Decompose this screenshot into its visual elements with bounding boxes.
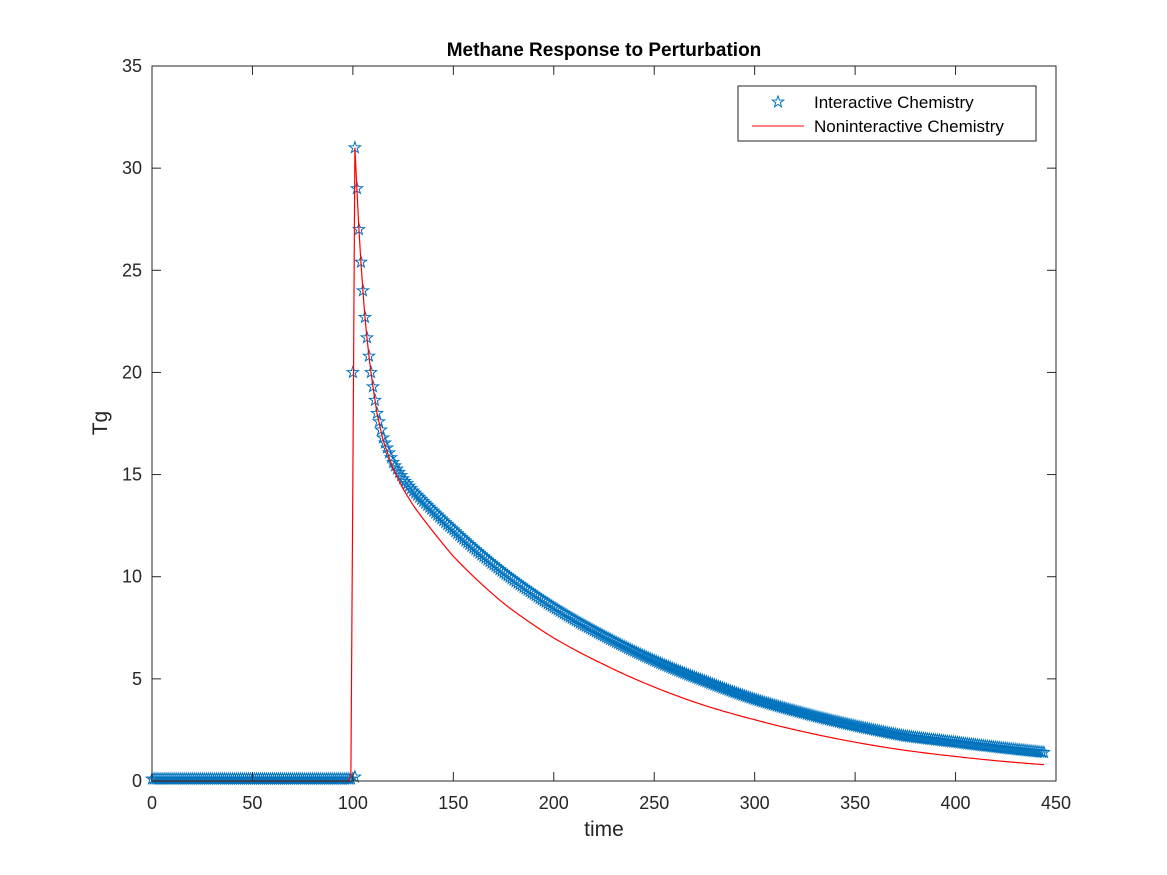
data-point-interactive [763,696,778,711]
data-point-interactive [781,701,796,716]
data-point-interactive [689,670,704,684]
x-tick-label: 100 [338,793,368,813]
data-point-interactive [693,671,708,686]
x-tick-label: 0 [147,793,157,813]
data-point-interactive [725,684,740,698]
x-tick-label: 400 [941,793,971,813]
data-point-interactive [783,702,798,716]
data-point-interactive [771,698,786,713]
series-interactive-chemistry [144,140,1052,786]
data-point-interactive [719,681,734,696]
data-point-interactive [699,674,714,688]
axes-frame [151,65,1057,782]
legend-label-noninteractive: Noninteractive Chemistry [814,117,1004,136]
y-tick-label: 5 [132,669,142,689]
data-point-interactive [737,688,752,702]
data-point-interactive [659,658,674,672]
data-point-interactive [669,662,684,677]
data-point-interactive [715,680,730,695]
x-tick-label: 350 [840,793,870,813]
legend-label-interactive: Interactive Chemistry [814,93,974,112]
data-point-interactive [773,699,788,714]
legend: Interactive Chemistry Noninteractive Che… [737,85,1037,142]
data-point-interactive [753,693,768,708]
data-point-interactive [751,693,766,707]
data-point-interactive [395,471,411,485]
data-point-interactive [391,464,407,479]
data-point-interactive [673,664,688,678]
data-point-interactive [671,663,686,677]
y-tick-label: 35 [122,56,142,76]
data-point-interactive [703,675,718,690]
x-tick-label: 50 [242,793,262,813]
y-tick-label: 0 [132,771,142,791]
axes-background [152,66,1056,781]
data-point-interactive [707,677,722,691]
tick-layer: 0 50 100 150 200 250 300 350 400 450 0 5 10 15 20 25 30 3… [122,56,1071,813]
data-point-interactive [735,687,750,702]
data-point-interactive [739,689,754,703]
y-tick-label: 15 [122,465,142,485]
x-tick-label: 300 [740,793,770,813]
y-tick-label: 20 [122,362,142,382]
data-point-interactive [1036,744,1052,759]
data-point-interactive [397,473,413,488]
data-point-interactive [345,364,361,379]
x-tick-label: 150 [438,793,468,813]
data-point-interactive [697,673,712,687]
data-point-interactive [677,665,692,680]
data-point-interactive [775,700,790,714]
data-point-interactive [695,672,710,687]
data-point-interactive [385,454,401,469]
x-tick-label: 450 [1041,793,1071,813]
y-tick-label: 10 [122,567,142,587]
legend-marker-interactive [770,94,786,109]
x-tick-label: 250 [639,793,669,813]
x-axis-label: time [584,818,624,841]
data-point-interactive [713,679,728,694]
data-point-interactive [683,668,698,682]
data-point-interactive [687,669,702,684]
data-point-interactive [675,664,690,679]
data-point-interactive [759,695,774,710]
data-point-interactive [769,698,784,713]
data-point-interactive [749,692,764,707]
data-point-interactive [723,683,738,698]
data-point-interactive [721,682,736,697]
data-point-interactive [743,690,758,705]
y-tick-label: 30 [122,158,142,178]
data-point-interactive [705,676,720,691]
data-point-interactive [393,467,409,482]
data-point-interactive [747,691,762,706]
chart-title: Methane Response to Perturbation [447,40,762,61]
data-point-interactive [761,696,776,710]
data-point-interactive [729,685,744,700]
y-tick-label: 25 [122,260,142,280]
legend-box [737,85,1037,142]
data-point-interactive [701,674,716,689]
data-point-interactive [679,666,694,681]
data-point-interactive [765,697,780,711]
data-point-interactive [741,689,756,704]
data-point-interactive [681,667,696,681]
data-point-interactive [711,678,726,693]
data-point-interactive [731,686,746,700]
data-point-interactive [777,700,792,715]
data-point-interactive [757,694,772,709]
data-point-interactive [709,678,724,692]
data-point-interactive [691,671,706,685]
data-point-interactive [685,668,700,683]
y-axis-label: Tg [89,411,112,436]
x-tick-label: 200 [539,793,569,813]
series-layer [144,140,1052,786]
data-point-interactive [717,681,732,695]
data-point-interactive [755,694,770,708]
data-point-interactive [745,691,760,705]
data-point-interactive [779,701,794,715]
data-point-interactive [727,684,742,699]
data-point-interactive [733,686,748,701]
data-point-interactive [767,697,782,712]
